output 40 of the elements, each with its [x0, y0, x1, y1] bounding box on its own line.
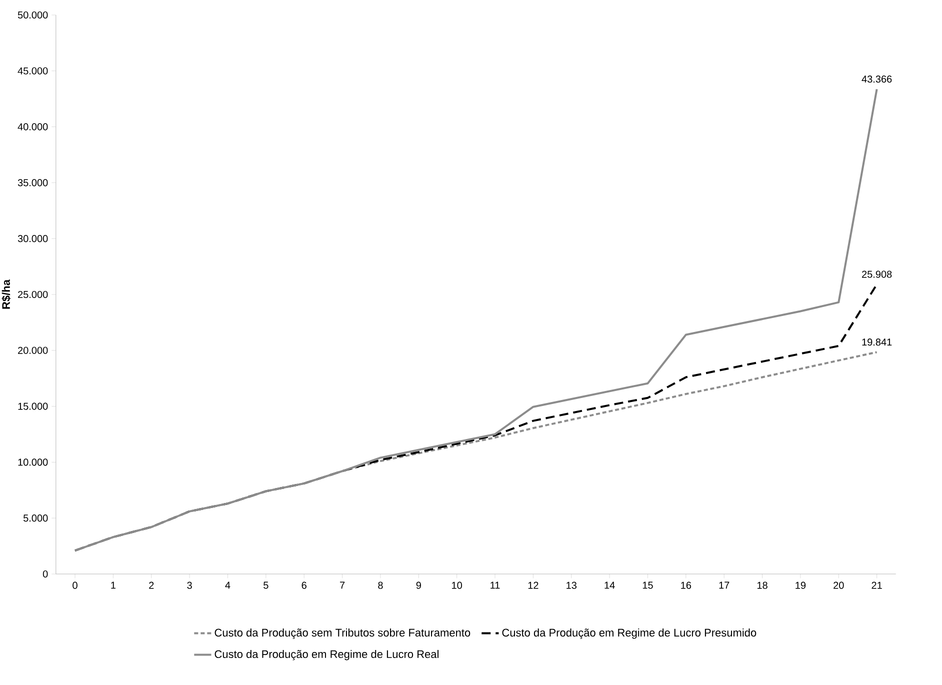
y-tick-label: 35.000 [18, 179, 48, 186]
y-tick-label: 10.000 [18, 458, 48, 466]
x-tick-label: 16 [681, 582, 692, 589]
x-tick-label: 1 [111, 582, 116, 589]
x-tick-label: 17 [719, 582, 730, 589]
legend-label: Custo da Produção em Regime de Lucro Presumido [502, 628, 756, 639]
x-tick-label: 15 [642, 582, 653, 589]
x-tick-label: 12 [528, 582, 538, 589]
y-tick-label: 0 [42, 570, 48, 578]
y-tick-label: 30.000 [18, 235, 48, 242]
x-tick-label: 9 [416, 582, 421, 589]
y-tick-label: 50.000 [18, 11, 48, 19]
data-label: 19.841 [862, 338, 892, 346]
x-tick-label: 5 [264, 582, 268, 589]
x-tick-label: 3 [187, 582, 192, 589]
x-tick-label: 8 [378, 582, 383, 589]
x-tick-label: 2 [149, 582, 154, 589]
y-tick-label: 40.000 [18, 123, 48, 130]
x-tick-label: 14 [604, 582, 615, 589]
y-axis-title: R$/ha [2, 279, 11, 309]
x-tick-label: 19 [796, 582, 806, 589]
x-tick-label: 13 [566, 582, 576, 589]
x-tick-label: 20 [834, 582, 844, 589]
data-label: 43.366 [862, 76, 892, 83]
x-tick-label: 10 [452, 582, 462, 589]
data-label: 25.908 [862, 270, 892, 278]
y-tick-label: 20.000 [18, 346, 48, 354]
legend-label: Custo da Produção em Regime de Lucro Real [214, 650, 438, 660]
x-tick-label: 7 [340, 582, 345, 589]
x-tick-label: 11 [490, 582, 500, 589]
x-tick-label: 21 [872, 582, 882, 589]
y-tick-label: 5.000 [24, 514, 48, 522]
x-tick-label: 0 [72, 582, 78, 589]
x-tick-label: 18 [757, 582, 768, 589]
legend-label: Custo da Produção sem Tributos sobre Faturamento [214, 628, 470, 639]
y-tick-label: 25.000 [18, 290, 48, 298]
y-tick-label: 45.000 [18, 67, 48, 74]
x-tick-label: 4 [225, 582, 230, 589]
y-tick-label: 15.000 [18, 402, 48, 410]
x-tick-label: 6 [302, 582, 306, 589]
